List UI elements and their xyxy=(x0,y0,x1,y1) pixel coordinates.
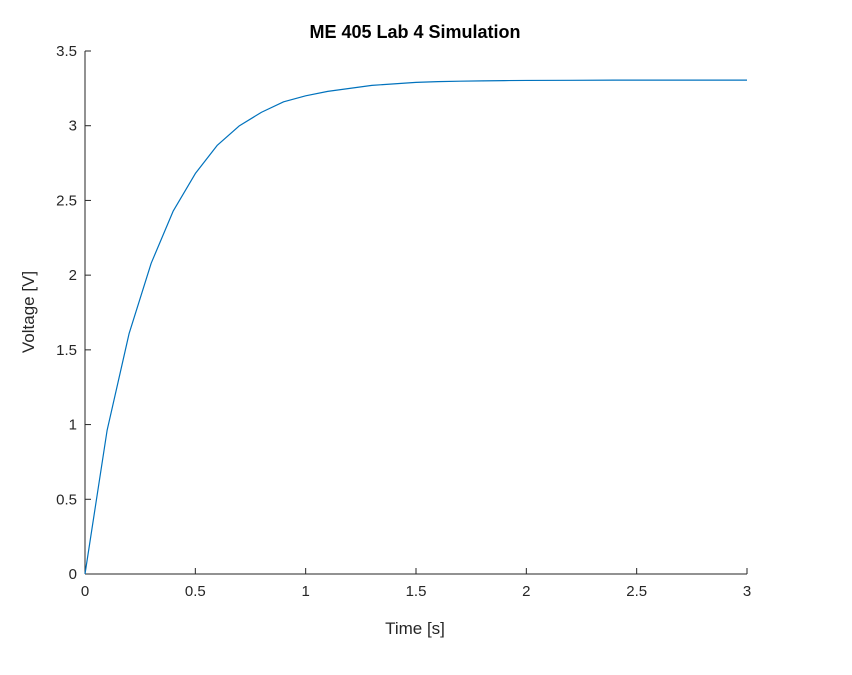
x-tick-label: 2.5 xyxy=(626,583,647,600)
y-tick-label: 2.5 xyxy=(56,192,77,209)
x-tick-label: 0 xyxy=(81,583,89,600)
x-axis-title: Time [s] xyxy=(385,619,445,638)
y-axis-title: Voltage [V] xyxy=(19,271,38,353)
y-tick-label: 1 xyxy=(69,417,77,434)
x-tick-label: 1 xyxy=(301,583,309,600)
series-line-0 xyxy=(84,79,747,575)
y-tick-label: 2 xyxy=(69,267,77,284)
x-tick-label: 3 xyxy=(743,583,751,600)
chart-title: ME 405 Lab 4 Simulation xyxy=(309,22,520,42)
y-tick-label: 0.5 xyxy=(56,491,77,508)
x-tick-label: 2 xyxy=(522,583,530,600)
y-tick-label: 3 xyxy=(69,118,77,135)
y-tick-label: 0 xyxy=(69,566,77,583)
x-tick-label: 1.5 xyxy=(406,583,427,600)
y-tick-label: 3.5 xyxy=(56,43,77,60)
plot-area: 0 0.5 1 1.5 2 2.5 3 0 0.5 1 1.5 2 2.5 3 3.5 xyxy=(56,43,751,600)
y-tick-label: 1.5 xyxy=(56,342,77,359)
x-tick-label: 0.5 xyxy=(185,583,206,600)
